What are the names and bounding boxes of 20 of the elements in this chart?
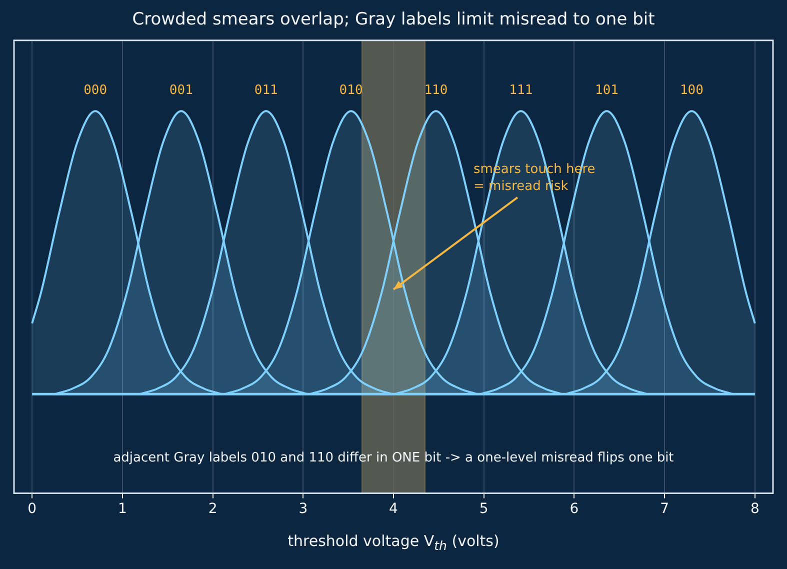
- x-tick-label: 0: [28, 501, 37, 518]
- series-label: 111: [509, 83, 533, 98]
- series-label: 010: [339, 83, 363, 98]
- series-label: 011: [254, 83, 278, 98]
- series-label: 110: [424, 83, 448, 98]
- x-tick-label: 8: [750, 501, 760, 518]
- x-axis-title: threshold voltage V$_{th}$ (volts): [286, 532, 500, 553]
- x-tick-label: 6: [570, 501, 579, 518]
- series-label: 101: [595, 83, 618, 98]
- x-tick-label: 3: [298, 501, 308, 518]
- series-label: 000: [84, 83, 108, 98]
- series-label: 001: [169, 83, 193, 98]
- chart-title: Crowded smears overlap; Gray labels limit misread to one bit: [132, 10, 656, 30]
- x-tick-label: 1: [118, 501, 127, 518]
- x-tick-label: 4: [389, 501, 398, 518]
- x-tick-label: 5: [479, 501, 488, 518]
- series-label: 100: [680, 83, 704, 98]
- text: adjacent Gray labels 010 and 110 differ in ONE bit -> a one-level misread flips one bit: [113, 450, 674, 466]
- x-tick-label: 7: [660, 501, 670, 518]
- x-tick-label: 2: [208, 501, 218, 518]
